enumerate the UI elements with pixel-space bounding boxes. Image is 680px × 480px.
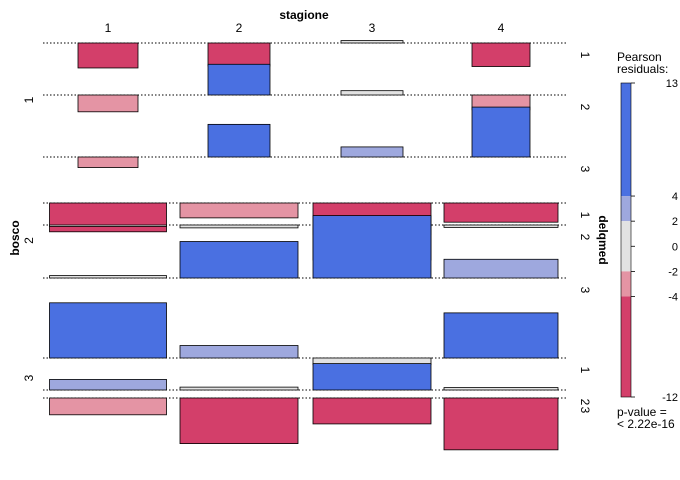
residual-bars [49, 40, 559, 451]
column-label-3: 3 [369, 21, 376, 35]
bar-r3-s1-c4 [443, 312, 559, 359]
bar-r1-s3-c3 [340, 146, 404, 158]
legend-tick-label--2: -2 [668, 266, 678, 278]
bar-r2-s3-c1 [49, 275, 167, 279]
bar-r2-s1-c4 [443, 202, 559, 223]
bar-r1-s1-c3 [340, 40, 404, 44]
bar-r2-s3-c3 [312, 215, 432, 279]
bar-r3-s2-c3 [312, 363, 432, 391]
bar-r2-s1-c1 [49, 202, 167, 233]
bar-r2-s3-c4 [443, 258, 559, 279]
bar-r1-s2-c3 [340, 90, 404, 96]
p-value-label: p-value = [617, 405, 667, 419]
legend-band-3 [621, 271, 631, 297]
column-label-2: 2 [236, 21, 243, 35]
bar-r3-s3-c4 [443, 397, 559, 451]
legend-band-2 [621, 221, 631, 272]
subrow-label-2-2: 2 [578, 234, 592, 241]
column-label-4: 4 [498, 21, 505, 35]
subrow-label-3-1: 1 [578, 367, 592, 374]
subrow-label-3-2: 2 [578, 399, 592, 406]
bar-r3-s3-c3 [312, 397, 432, 425]
legend-tick-label--4: -4 [668, 292, 678, 304]
legend-bar-outline [620, 82, 632, 398]
legend-tick-label-13: 13 [666, 78, 678, 90]
legend-color-bar [620, 82, 632, 398]
bar-r3-s2-c4 [443, 387, 559, 391]
legend-tick-label-4: 4 [672, 191, 678, 203]
subrow-label-1-2: 2 [578, 104, 592, 111]
right-variable-title: delqmed [596, 215, 610, 264]
bar-r1-s1-c4 [471, 42, 531, 67]
bar-r3-s2-c2 [179, 386, 299, 391]
subrow-label-3-3: 3 [578, 407, 592, 414]
bar-r1-s2-c1 [77, 94, 139, 113]
legend-title-line-1: Pearson [617, 50, 662, 64]
legend-tick-label-0: 0 [672, 241, 678, 253]
bar-r1-s3-c2 [207, 123, 271, 158]
row-label-2: 2 [22, 237, 36, 244]
bar-r2-s1-c2 [179, 202, 299, 219]
legend-ticks: 13 4 2 0 -2 -4 -12 [631, 78, 678, 404]
bar-r3-s3-c1 [49, 397, 167, 416]
bar-r2-s3-c2 [179, 241, 299, 279]
bar-r1-s1-c1 [77, 42, 139, 69]
row-label-1: 1 [22, 96, 36, 103]
subrow-label-2-3: 3 [578, 287, 592, 294]
bar-r3-s3-c2 [179, 397, 299, 444]
top-variable-title: stagione [279, 8, 329, 22]
bar-r1-s3-c1 [77, 156, 139, 168]
legend-tick-label-2: 2 [672, 216, 678, 228]
subrow-label-1-3: 3 [578, 166, 592, 173]
bar-r1-s3-c4 [471, 106, 531, 158]
bar-r3-s2-c1 [49, 379, 167, 391]
bar-r2-s2-c1 [49, 224, 167, 227]
legend-title-line-2: residuals: [617, 62, 668, 76]
bar-r2-s2-c2 [179, 224, 299, 229]
p-value-value: < 2.22e-16 [617, 417, 675, 431]
row-label-3: 3 [22, 374, 36, 381]
bar-r3-s1-c2 [179, 345, 299, 359]
subrow-label-2-1: 1 [578, 212, 592, 219]
legend: Pearson residuals: 13 4 2 0 -2 -4 -12 p-value … [617, 50, 678, 431]
legend-band-4 [621, 296, 631, 397]
bar-r1-s2-c2 [207, 63, 271, 96]
column-label-1: 1 [105, 21, 112, 35]
bar-r2-s2-c4 [443, 224, 559, 228]
legend-band-0 [621, 83, 631, 197]
legend-tick-label--12: -12 [662, 392, 678, 404]
bar-r3-s1-c1 [49, 302, 167, 359]
left-variable-title: bosco [8, 220, 22, 255]
bar-r1-s1-c2 [207, 42, 271, 67]
subrow-label-1-1: 1 [578, 52, 592, 59]
legend-band-1 [621, 196, 631, 222]
